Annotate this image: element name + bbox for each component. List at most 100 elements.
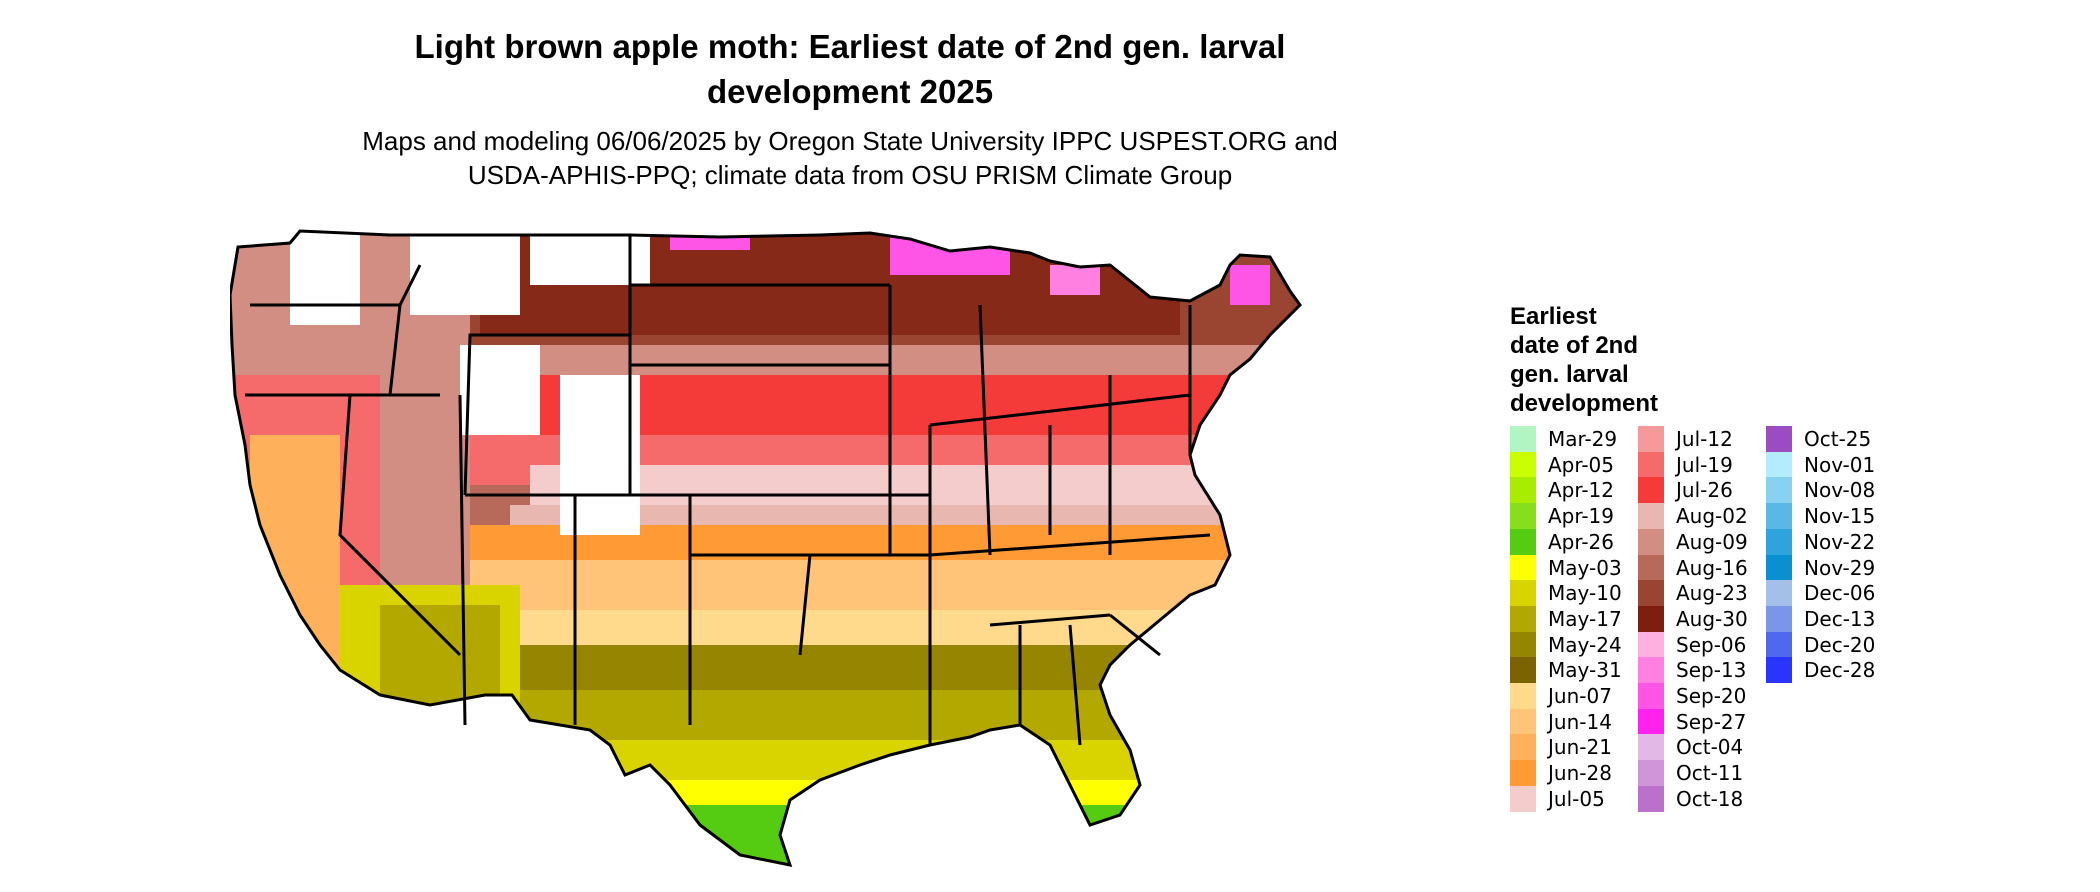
legend-swatch [1510, 503, 1536, 530]
legend-swatch [1766, 657, 1792, 684]
legend-swatch [1638, 477, 1664, 504]
legend-label: Nov-01 [1804, 452, 1876, 477]
legend-swatch [1638, 554, 1664, 581]
map-title: Light brown apple moth: Earliest date of… [300, 24, 1400, 114]
legend-item: Jun-21 [1510, 734, 1630, 761]
legend-swatch [1638, 683, 1664, 709]
legend-label: Apr-05 [1548, 452, 1614, 477]
legend-title-line: Earliest [1510, 303, 1597, 330]
legend-swatch [1638, 503, 1664, 530]
map-title-line-1: Light brown apple moth: Earliest date of… [414, 28, 1286, 65]
legend-item: Jun-28 [1510, 760, 1630, 787]
legend-swatch [1638, 605, 1664, 632]
legend-label: Jun-21 [1548, 735, 1612, 760]
legend-title-line: development [1510, 390, 1659, 417]
legend-swatch [1510, 657, 1536, 684]
legend-swatch [1638, 528, 1664, 555]
legend-item: Aug-09 [1638, 528, 1758, 555]
legend-item: Apr-12 [1510, 477, 1630, 504]
legend-swatch [1510, 451, 1536, 478]
legend-item: Dec-13 [1766, 605, 1886, 632]
legend-swatch [1510, 631, 1536, 658]
legend-title: Earliest date of 2nd gen. larval develop… [1510, 302, 1730, 418]
legend-swatch [1638, 708, 1664, 735]
legend-item: Apr-19 [1510, 503, 1630, 530]
legend-swatch [1766, 528, 1792, 555]
legend-label: Aug-23 [1676, 581, 1748, 606]
legend-swatch [1510, 785, 1536, 812]
legend-item: Nov-08 [1766, 477, 1886, 504]
legend-item: Sep-27 [1638, 708, 1758, 735]
legend-label: Aug-30 [1676, 606, 1748, 631]
legend-item: Sep-13 [1638, 657, 1758, 684]
legend-item: Jul-26 [1638, 477, 1758, 504]
legend-label: Aug-16 [1676, 555, 1748, 580]
legend-label: Jul-05 [1548, 786, 1605, 811]
legend-swatch [1638, 734, 1664, 761]
legend-label: Nov-22 [1804, 529, 1876, 554]
legend-item: Mar-29 [1510, 426, 1630, 452]
legend-label: Oct-18 [1676, 786, 1744, 811]
legend-title-line: date of 2nd [1510, 332, 1639, 359]
legend-label: Aug-02 [1676, 504, 1748, 529]
legend-swatch [1766, 631, 1792, 658]
legend-label: Jul-19 [1676, 452, 1733, 477]
legend-title-line: gen. larval [1510, 361, 1629, 388]
legend-swatch [1766, 426, 1792, 452]
legend-swatch [1638, 631, 1664, 658]
legend-swatch [1510, 580, 1536, 607]
legend-swatch [1638, 785, 1664, 812]
legend-item: Apr-26 [1510, 528, 1630, 555]
legend-swatch [1638, 580, 1664, 607]
legend-label: Apr-19 [1548, 504, 1614, 529]
map-subtitle-line-1: Maps and modeling 06/06/2025 by Oregon S… [362, 126, 1338, 156]
legend-label: May-31 [1548, 658, 1622, 683]
legend-item: Jun-07 [1510, 683, 1630, 709]
legend-label: May-03 [1548, 555, 1622, 580]
legend-label: Dec-28 [1804, 658, 1876, 683]
us-map [230, 229, 1302, 867]
legend-label: Jul-12 [1676, 427, 1733, 451]
legend-item: Oct-25 [1766, 426, 1886, 452]
legend-item: Sep-20 [1638, 683, 1758, 709]
map-subtitle: Maps and modeling 06/06/2025 by Oregon S… [300, 124, 1400, 192]
legend-item: Aug-30 [1638, 605, 1758, 632]
legend-item: Nov-01 [1766, 451, 1886, 478]
legend-label: Jun-07 [1548, 684, 1612, 708]
legend-item: May-17 [1510, 605, 1630, 632]
legend-label: Mar-29 [1548, 427, 1618, 451]
legend-swatch [1510, 554, 1536, 581]
legend-item: Jul-19 [1638, 451, 1758, 478]
legend-item: May-24 [1510, 631, 1630, 658]
legend-swatch [1766, 580, 1792, 607]
legend-swatch [1638, 760, 1664, 787]
legend-swatch [1766, 605, 1792, 632]
legend-label: Dec-06 [1804, 581, 1876, 606]
legend-label: May-17 [1548, 606, 1622, 631]
legend-swatch [1638, 451, 1664, 478]
legend-label: Apr-26 [1548, 529, 1614, 554]
legend-swatch [1510, 683, 1536, 709]
legend-item: Jul-05 [1510, 785, 1630, 812]
legend-item: Nov-15 [1766, 503, 1886, 530]
legend-item: Jul-12 [1638, 426, 1758, 452]
legend-swatch [1638, 426, 1664, 452]
legend-swatch [1510, 426, 1536, 452]
legend-swatch [1510, 708, 1536, 735]
legend-swatch [1510, 528, 1536, 555]
legend-item: Aug-02 [1638, 503, 1758, 530]
legend-label: Oct-11 [1676, 761, 1744, 786]
legend-swatch [1766, 503, 1792, 530]
legend-swatch [1510, 734, 1536, 761]
legend-swatch [1766, 451, 1792, 478]
legend-label: Sep-06 [1676, 632, 1747, 657]
legend-label: Apr-12 [1548, 478, 1614, 503]
legend-swatch [1766, 554, 1792, 581]
legend-item: Oct-11 [1638, 760, 1758, 787]
map-subtitle-line-2: USDA-APHIS-PPQ; climate data from OSU PR… [467, 160, 1233, 190]
legend-label: Aug-09 [1676, 529, 1748, 554]
legend-label: May-24 [1548, 632, 1622, 657]
legend-swatch [1510, 477, 1536, 504]
legend-item: Sep-06 [1638, 631, 1758, 658]
legend-label: Sep-13 [1676, 658, 1747, 683]
